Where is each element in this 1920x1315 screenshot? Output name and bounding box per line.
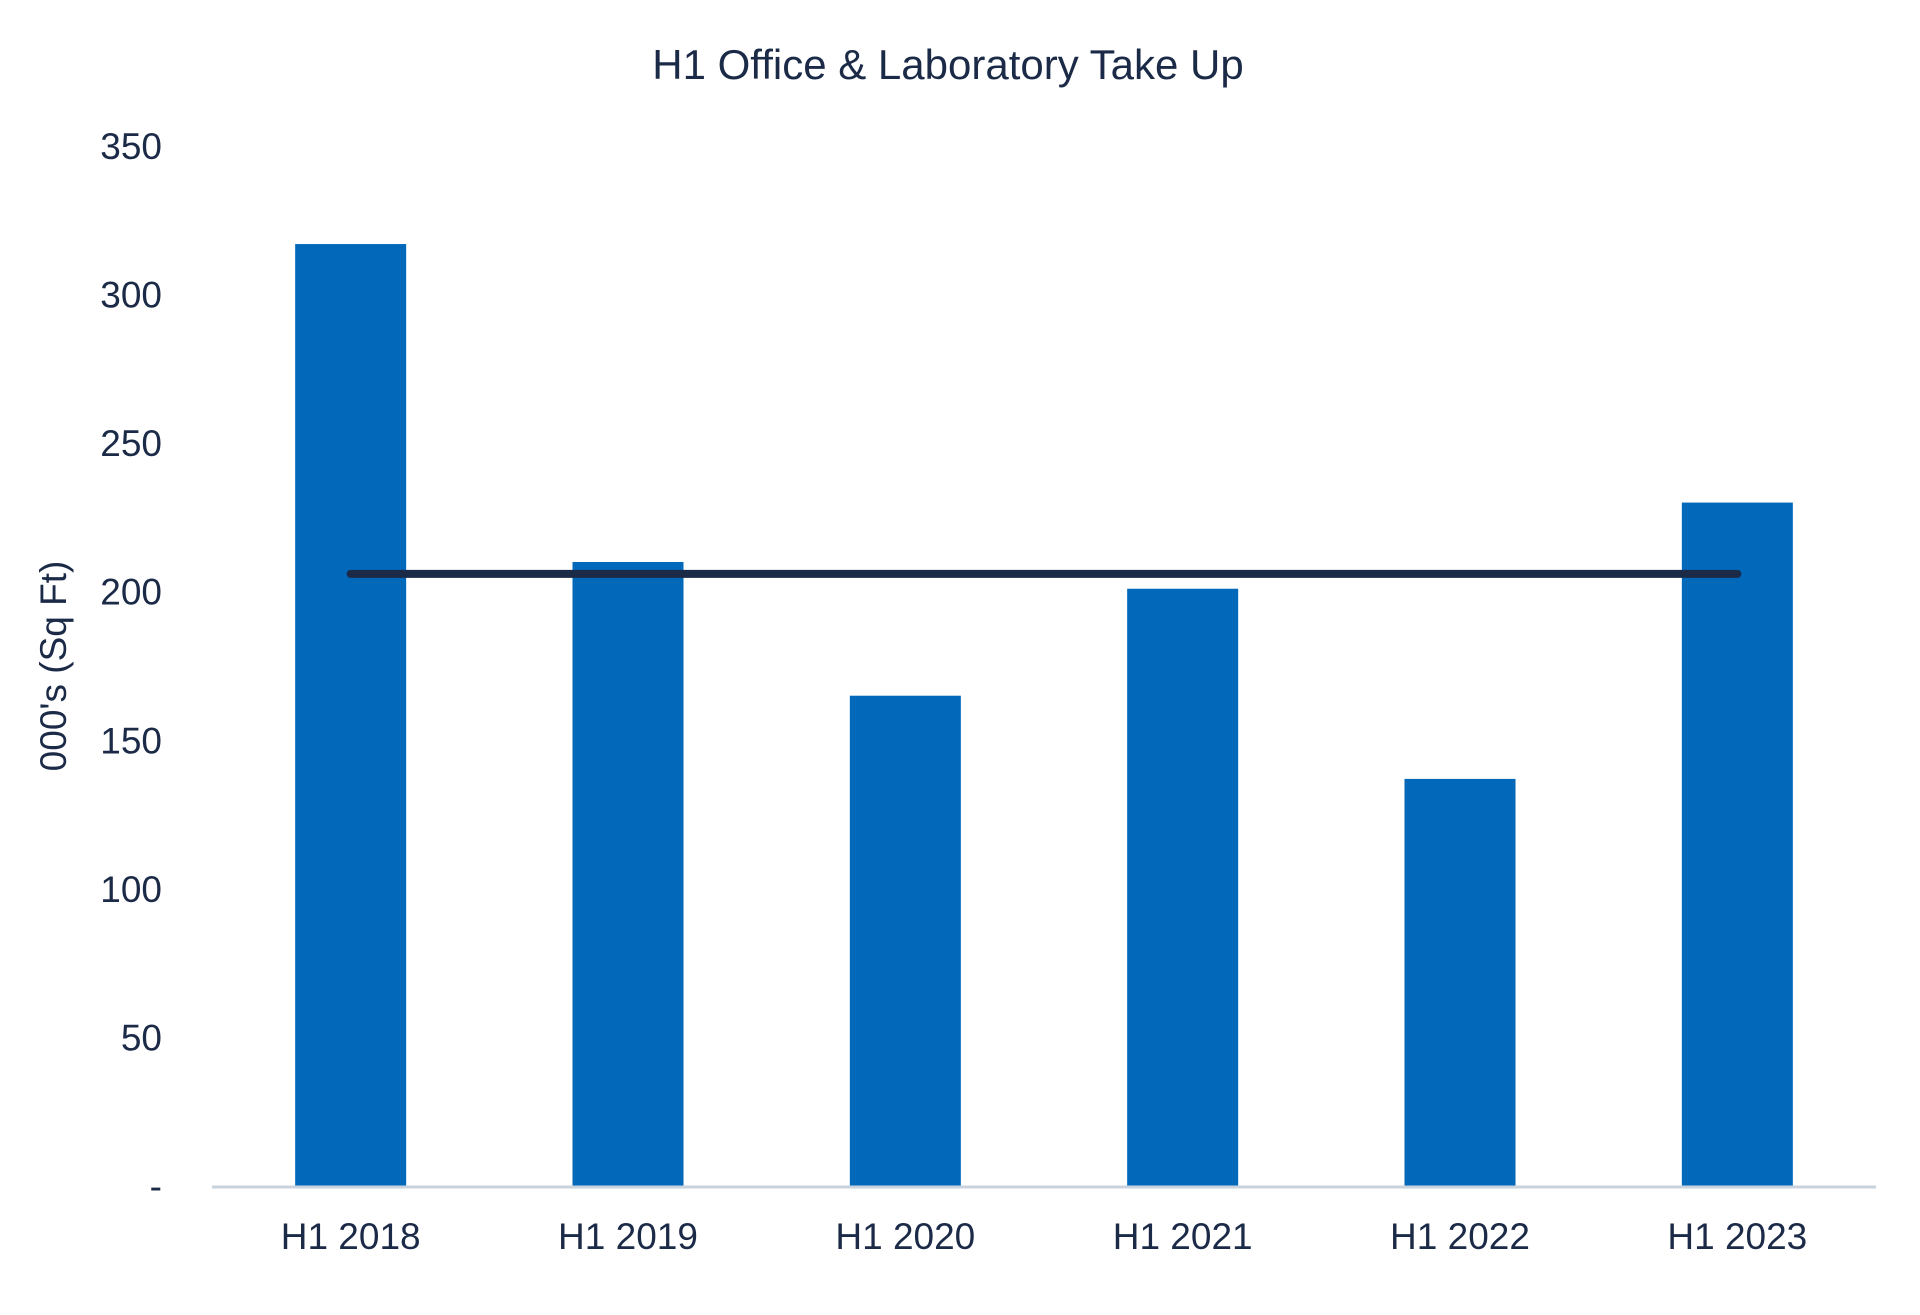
y-tick-label: 250 (100, 423, 162, 464)
y-tick-label: 50 (121, 1017, 162, 1058)
bar-h1-2018 (295, 244, 407, 1187)
y-tick-label: - (150, 1166, 162, 1207)
x-tick-label: H1 2019 (558, 1216, 698, 1257)
y-tick-label: 150 (100, 720, 162, 761)
y-axis-label: 000's (Sq Ft) (33, 561, 74, 772)
bar-h1-2022 (1404, 778, 1516, 1186)
bar-h1-2019 (572, 562, 684, 1186)
bar-h1-2020 (849, 695, 961, 1186)
bars-group (295, 244, 1793, 1187)
y-tick-label: 100 (100, 869, 162, 910)
y-tick-label: 350 (100, 126, 162, 167)
bar-h1-2023 (1681, 502, 1793, 1187)
y-tick-labels: - 50 100 150 200 250 300 350 (100, 126, 162, 1207)
bar-h1-2021 (1127, 588, 1239, 1186)
y-tick-label: 200 (100, 572, 162, 613)
x-tick-label: H1 2018 (281, 1216, 421, 1257)
x-tick-label: H1 2021 (1113, 1216, 1253, 1257)
x-tick-label: H1 2022 (1390, 1216, 1530, 1257)
chart-title: H1 Office & Laboratory Take Up (652, 41, 1243, 88)
x-tick-labels: H1 2018 H1 2019 H1 2020 H1 2021 H1 2022 H1 20… (281, 1216, 1808, 1257)
x-tick-label: H1 2020 (835, 1216, 975, 1257)
y-tick-label: 300 (100, 275, 162, 316)
x-tick-label: H1 2023 (1667, 1216, 1807, 1257)
